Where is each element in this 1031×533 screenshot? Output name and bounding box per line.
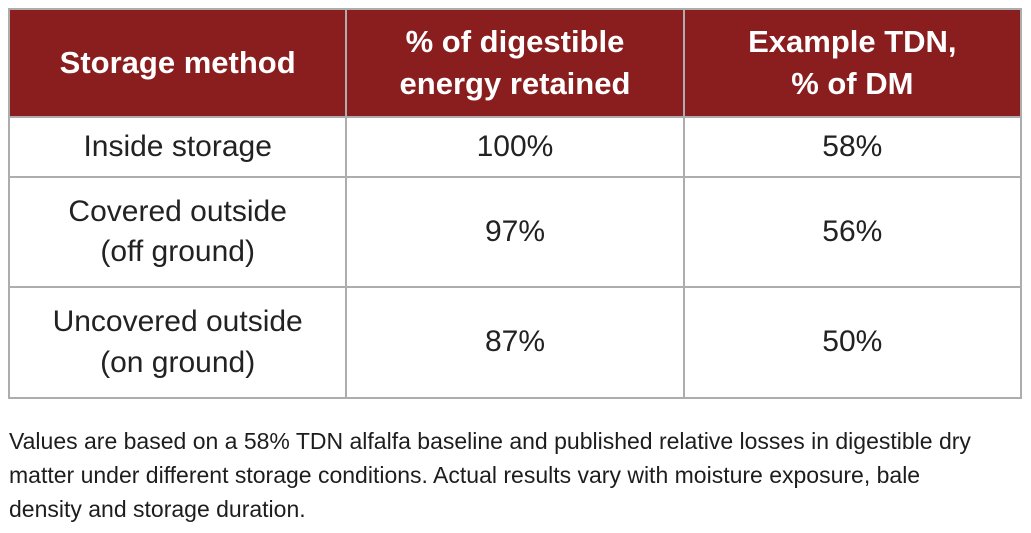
table-row: Inside storage 100% 58% bbox=[7, 116, 1023, 178]
header-cell-storage-method: Storage method bbox=[7, 8, 348, 118]
footnote-text: Values are based on a 58% TDN alfalfa ba… bbox=[9, 428, 971, 522]
cell-storage-method: Uncovered outside (on ground) bbox=[7, 286, 348, 399]
cell-energy-retained: 97% bbox=[345, 176, 685, 288]
header-cell-energy-retained: % of digestible energy retained bbox=[345, 8, 685, 118]
cell-storage-method: Covered outside (off ground) bbox=[7, 176, 348, 288]
cell-energy-retained: 87% bbox=[345, 286, 685, 399]
header-row: Storage method % of digestible energy re… bbox=[7, 8, 1023, 118]
cell-tdn: 56% bbox=[682, 176, 1023, 288]
table-body: Inside storage 100% 58% Covered outside … bbox=[7, 116, 1023, 399]
table-row: Covered outside (off ground) 97% 56% bbox=[7, 176, 1023, 288]
table-row: Uncovered outside (on ground) 87% 50% bbox=[7, 286, 1023, 399]
cell-tdn: 58% bbox=[682, 116, 1023, 178]
cell-tdn: 50% bbox=[682, 286, 1023, 399]
header-cell-example-tdn: Example TDN, % of DM bbox=[682, 8, 1023, 118]
table-header: Storage method % of digestible energy re… bbox=[7, 8, 1023, 118]
cell-storage-method: Inside storage bbox=[7, 116, 348, 178]
cell-energy-retained: 100% bbox=[345, 116, 685, 178]
storage-method-table: Storage method % of digestible energy re… bbox=[7, 8, 1023, 399]
